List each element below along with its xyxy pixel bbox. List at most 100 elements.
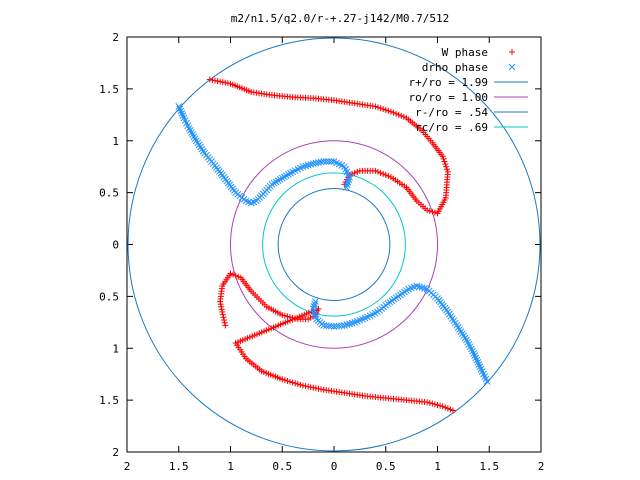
w-phase-point bbox=[318, 386, 325, 393]
w-phase-point bbox=[424, 399, 431, 406]
drho-phase-point bbox=[312, 298, 319, 305]
w-phase-point bbox=[219, 79, 226, 86]
w-phase-point bbox=[442, 161, 449, 168]
w-phase-point bbox=[221, 317, 228, 324]
w-phase-point bbox=[387, 108, 394, 115]
w-phase-point bbox=[426, 399, 433, 406]
drho-phase-point bbox=[189, 131, 197, 138]
w-phase-point bbox=[217, 301, 224, 308]
w-phase-point bbox=[390, 109, 397, 116]
w-phase-point bbox=[209, 77, 216, 84]
w-phase-point bbox=[230, 271, 237, 278]
w-phase-point bbox=[232, 272, 239, 279]
drho-phase-point bbox=[322, 158, 330, 165]
reference-circles bbox=[127, 37, 541, 452]
w-phase-point bbox=[382, 106, 389, 113]
w-phase-point bbox=[312, 385, 319, 392]
x-tick-label: 1.5 bbox=[169, 460, 189, 473]
w-phase-point bbox=[439, 403, 446, 410]
w-phase-point bbox=[385, 173, 392, 180]
w-phase-point bbox=[395, 111, 402, 118]
legend-label: W phase bbox=[442, 46, 488, 59]
w-phase-point bbox=[214, 78, 221, 85]
drho-phase-point bbox=[315, 159, 322, 166]
reference-circle bbox=[277, 187, 391, 302]
drho-phase-point bbox=[472, 354, 480, 362]
drho-phase-point bbox=[474, 358, 482, 366]
drho-phase-point bbox=[473, 356, 481, 364]
w-phase-point bbox=[393, 110, 400, 117]
w-phase-point bbox=[219, 311, 226, 318]
x-tick-label: 0 bbox=[331, 460, 338, 473]
w-phase-point bbox=[297, 381, 304, 388]
legend-label: ro/ro = 1.00 bbox=[409, 91, 488, 104]
w-phase-point bbox=[217, 78, 224, 85]
w-phase-point bbox=[218, 303, 225, 310]
w-phase-point bbox=[221, 319, 228, 326]
y-tick-label: 0.5 bbox=[99, 290, 119, 303]
w-phase-point bbox=[222, 322, 229, 329]
drho-phase-point bbox=[310, 303, 318, 310]
drho-phase-point bbox=[325, 158, 333, 165]
data-series bbox=[175, 76, 491, 414]
w-phase-point bbox=[400, 113, 407, 120]
w-phase-point bbox=[354, 168, 361, 175]
drho-phase-point bbox=[186, 127, 194, 134]
x-tick-label: 1 bbox=[227, 460, 234, 473]
w-phase-point bbox=[299, 382, 306, 389]
w-phase-point bbox=[372, 103, 379, 110]
drho-phase-point bbox=[333, 322, 340, 330]
w-phase-point bbox=[294, 381, 301, 388]
w-phase-point bbox=[281, 312, 288, 319]
w-phase-point bbox=[356, 167, 363, 174]
legend-label: rc/ro = .69 bbox=[415, 121, 488, 134]
w-phase-point bbox=[307, 384, 314, 391]
w-phase-point bbox=[440, 155, 447, 162]
y-tick-label: 0 bbox=[112, 239, 119, 252]
x-tick-label: 0.5 bbox=[272, 460, 292, 473]
y-tick-label: 1.5 bbox=[99, 83, 119, 96]
axis-ticks: 2 1.5 1 0.5 0 0.5 1 1.5 221.510.500.511.52 bbox=[99, 31, 544, 473]
w-phase-point bbox=[374, 104, 381, 111]
w-phase-point bbox=[287, 378, 294, 385]
w-phase-point bbox=[441, 158, 448, 165]
drho-phase-point bbox=[190, 133, 198, 140]
y-tick-label: 0.5 bbox=[99, 187, 119, 200]
reference-circle bbox=[230, 140, 438, 349]
w-phase-point bbox=[377, 105, 384, 112]
drho-phase-point bbox=[328, 158, 335, 165]
w-phase-point bbox=[382, 171, 389, 178]
x-tick-label: 2 bbox=[124, 460, 131, 473]
w-phase-point bbox=[292, 380, 299, 387]
w-phase-point bbox=[310, 384, 317, 391]
y-tick-label: 1 bbox=[112, 135, 119, 148]
w-phase-point bbox=[385, 107, 392, 114]
chart-title: m2/n1.5/q2.0/r-+.27-j142/M0.7/512 bbox=[231, 12, 450, 25]
w-phase-point bbox=[434, 210, 441, 217]
w-phase-point bbox=[380, 170, 387, 177]
drho-phase-point bbox=[343, 184, 350, 191]
y-tick-label: 1.5 bbox=[99, 394, 119, 407]
w-phase-point bbox=[437, 402, 444, 409]
w-phase-point bbox=[224, 80, 231, 87]
w-phase-point bbox=[279, 312, 286, 319]
drho-phase-point bbox=[322, 322, 330, 330]
w-phase-point bbox=[443, 163, 450, 170]
x-tick-label: 0.5 bbox=[376, 460, 396, 473]
y-tick-label: 2 bbox=[112, 31, 119, 44]
w-phase-point bbox=[289, 379, 296, 386]
drho-phase-point bbox=[309, 160, 317, 167]
w-phase-point bbox=[439, 153, 446, 160]
drho-phase-point bbox=[188, 129, 195, 136]
w-phase-point bbox=[351, 169, 358, 176]
w-phase-point bbox=[284, 377, 291, 384]
drho-phase-point bbox=[508, 63, 516, 71]
w-phase-point bbox=[434, 401, 441, 408]
drho-phase-point bbox=[320, 158, 328, 165]
w-phase-point bbox=[281, 377, 288, 384]
w-phase-point bbox=[235, 273, 242, 280]
w-phase-point bbox=[442, 404, 449, 411]
w-phase-point bbox=[398, 112, 405, 119]
w-phase-point bbox=[219, 308, 226, 315]
